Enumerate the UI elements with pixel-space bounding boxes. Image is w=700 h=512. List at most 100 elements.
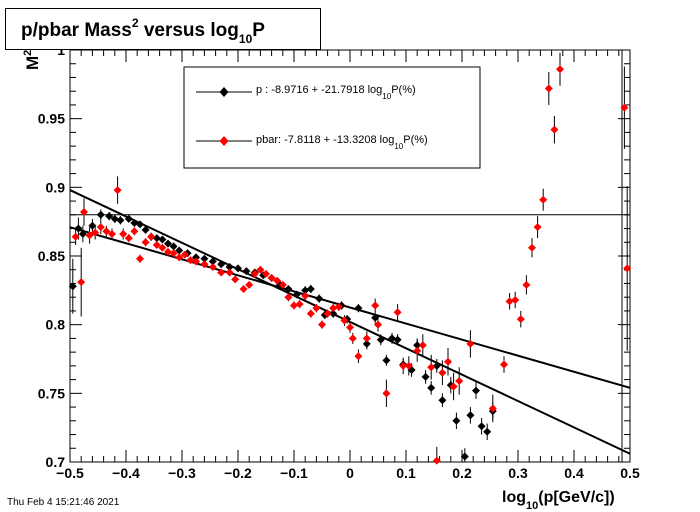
fit-line-p [69,189,631,455]
data-point-pbar [245,280,254,289]
y-tick-label: 0.75 [38,385,65,401]
legend-label-p: p : -8.9716 + -21.7918 log10P(%) [256,84,416,101]
legend-box [183,66,481,169]
data-point-p [483,427,492,436]
data-point-pbar [158,243,167,252]
data-point-pbar [147,232,156,241]
data-point-pbar [427,363,436,372]
data-point-pbar [466,339,475,348]
data-point-pbar [340,316,349,325]
data-point-pbar [96,223,105,232]
data-point-p [301,286,310,295]
data-point-p [175,246,184,255]
data-point-pbar [217,268,226,277]
data-point-pbar [550,125,559,134]
data-point-pbar [130,227,139,236]
timestamp: Thu Feb 4 15:21:46 2021 [7,497,120,508]
data-point-p [472,386,480,395]
data-point-pbar [620,103,629,112]
data-point-p [152,234,161,243]
data-point-pbar [539,195,548,204]
data-point-p [200,254,209,263]
data-point-p [110,214,119,223]
y-tick-label: 0.95 [38,111,65,127]
data-point-pbar [239,284,248,293]
data-point-pbar [382,389,391,398]
data-point-p [452,416,461,425]
data-point-pbar [444,357,452,366]
data-point-pbar [318,320,326,329]
data-point-pbar [393,308,402,317]
data-point-pbar [136,254,144,263]
data-point-pbar [169,249,178,258]
data-point-pbar [102,227,111,236]
data-point-p [192,253,200,262]
data-point-pbar [348,334,357,343]
data-point-pbar [533,223,542,232]
x-tick-label: −0.4 [112,465,140,481]
data-point-pbar [164,247,172,256]
data-point-pbar [404,361,413,370]
x-tick-label: −0.2 [224,465,252,481]
data-point-p [292,290,301,299]
data-point-pbar [284,293,293,302]
x-tick-label: 0 [346,465,354,481]
y-tick-label: 1 [57,42,65,58]
data-point-p [105,212,114,221]
data-point-pbar [334,302,343,311]
y-tick-label: 0.7 [46,454,66,470]
data-point-pbar [449,382,458,391]
data-point-p [116,216,125,225]
data-point-p [96,210,105,219]
data-point-pbar [119,230,128,239]
data-point-p [74,224,83,233]
data-point-p [477,422,486,431]
data-point-pbar [231,275,240,284]
data-point-p [208,257,217,266]
data-point-pbar [124,234,133,243]
data-point-pbar [371,301,380,310]
data-point-p [329,309,338,318]
data-point-p [284,284,293,293]
data-point-pbar [312,304,321,313]
legend-marker-p [219,87,229,97]
data-point-pbar [438,368,447,377]
data-point-pbar [301,291,310,300]
data-point-p [88,221,97,230]
data-point-pbar [362,334,371,343]
title-box: p/pbar Mass2 versus log10P [5,8,321,50]
data-point-pbar [267,273,276,282]
data-point-pbar [511,295,520,304]
data-point-p [438,396,447,405]
data-point-pbar [432,456,441,465]
data-point-pbar [306,309,315,318]
data-point-p [388,334,396,343]
data-point-p [393,335,402,344]
data-point-p [124,214,133,223]
legend: p : -8.9716 + -21.7918 log10P(%) pbar: -… [183,66,481,169]
data-point-pbar [413,346,422,355]
data-point-pbar [418,341,427,350]
data-point-pbar [290,301,298,310]
y-tick-label: 0.85 [38,248,65,264]
data-point-p [158,235,167,244]
data-point-p [130,219,139,228]
x-tick-label: 0.3 [508,465,528,481]
data-point-pbar [295,300,304,309]
data-point-pbar [180,250,189,259]
data-point-p [234,264,242,273]
x-tick-label: −0.3 [168,465,196,481]
data-point-pbar [346,323,354,332]
data-point-p [376,335,385,344]
x-tick-label: 0.2 [452,465,472,481]
fit-line-pbar [69,226,631,389]
data-point-pbar [556,65,564,74]
data-point-pbar [152,241,161,250]
x-tick-label: 0.4 [564,465,584,481]
data-point-p [78,230,87,239]
data-point-p [315,294,324,303]
data-point-p [306,284,315,293]
data-point-pbar [113,186,122,195]
data-point-pbar [80,208,88,217]
